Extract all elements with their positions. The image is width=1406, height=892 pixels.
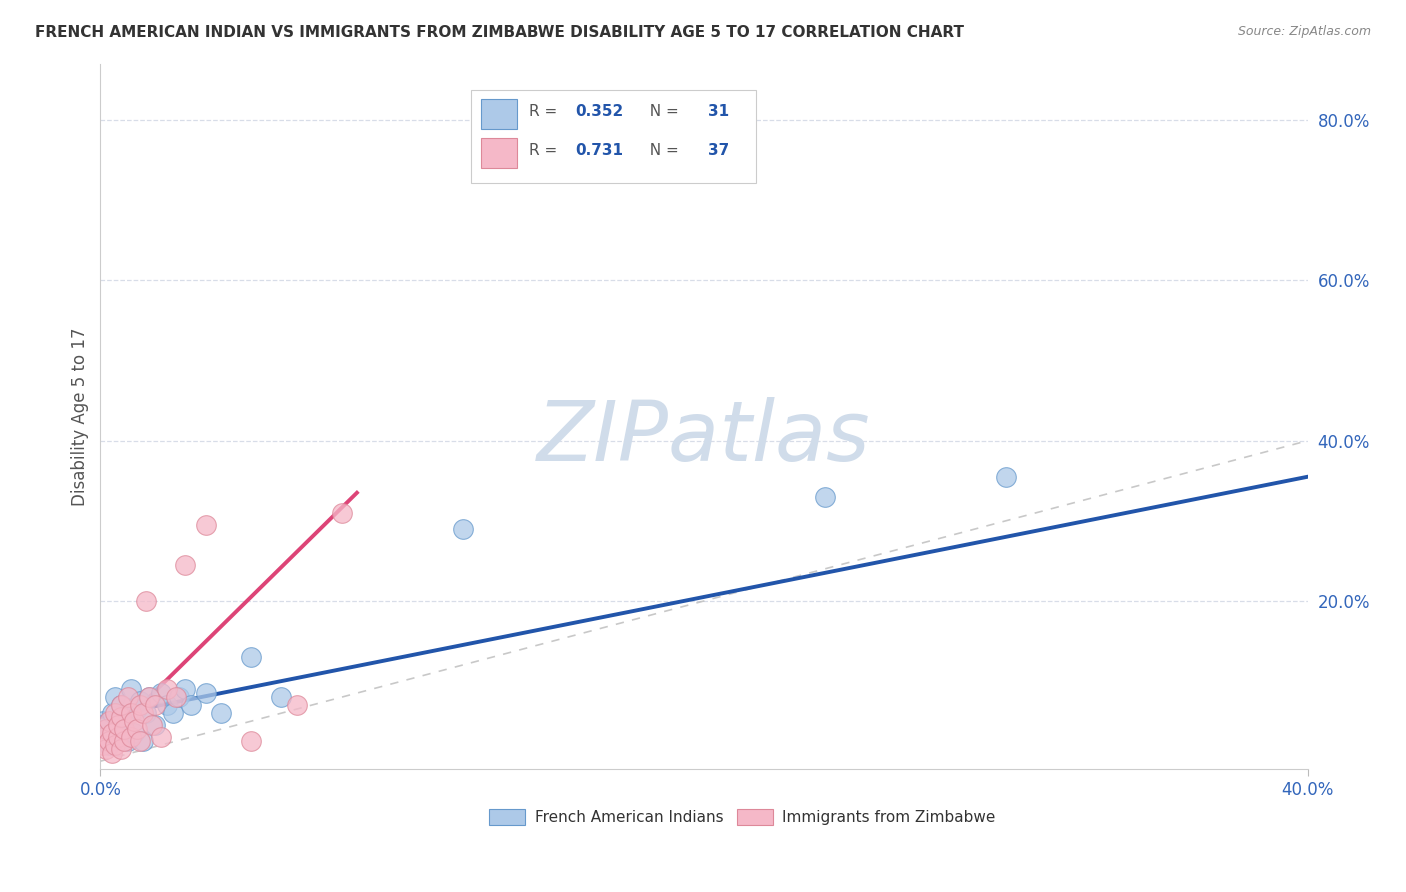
Point <box>107 718 129 732</box>
Point <box>107 718 129 732</box>
Point <box>98 714 121 728</box>
Bar <box>481 138 517 168</box>
Point <box>125 702 148 716</box>
Text: 31: 31 <box>707 103 728 119</box>
Text: Source: ZipAtlas.com: Source: ZipAtlas.com <box>1237 25 1371 38</box>
Point <box>120 730 142 744</box>
Point <box>451 522 474 536</box>
Point <box>156 682 179 697</box>
Point <box>110 710 132 724</box>
Y-axis label: Disability Age 5 to 17: Disability Age 5 to 17 <box>72 327 89 506</box>
Point <box>128 734 150 748</box>
Point <box>209 706 232 720</box>
Point <box>117 690 139 705</box>
Point <box>285 698 308 712</box>
Point <box>814 490 837 504</box>
Point <box>195 686 218 700</box>
Point <box>156 698 179 712</box>
Point <box>270 690 292 705</box>
Point <box>149 730 172 744</box>
Point <box>104 738 127 752</box>
Point <box>138 690 160 705</box>
Point <box>131 734 153 748</box>
Text: 37: 37 <box>707 144 728 158</box>
Bar <box>737 809 773 825</box>
Point <box>96 742 118 756</box>
Text: ZIPatlas: ZIPatlas <box>537 397 870 478</box>
Point <box>98 738 121 752</box>
Point <box>114 734 136 748</box>
Text: 0.731: 0.731 <box>575 144 623 158</box>
Point <box>135 706 157 720</box>
Point <box>117 734 139 748</box>
Bar <box>489 809 526 825</box>
Point <box>122 726 145 740</box>
Point <box>93 738 115 752</box>
Bar <box>481 99 517 129</box>
Text: FRENCH AMERICAN INDIAN VS IMMIGRANTS FROM ZIMBABWE DISABILITY AGE 5 TO 17 CORREL: FRENCH AMERICAN INDIAN VS IMMIGRANTS FRO… <box>35 25 965 40</box>
Point <box>98 734 121 748</box>
Text: R =: R = <box>529 103 562 119</box>
Point <box>120 682 142 697</box>
Text: Immigrants from Zimbabwe: Immigrants from Zimbabwe <box>783 810 995 825</box>
Point <box>120 706 142 720</box>
Point <box>104 706 127 720</box>
Point <box>173 682 195 697</box>
Point <box>101 706 124 720</box>
Point <box>240 734 263 748</box>
Point <box>110 698 132 712</box>
Point <box>143 698 166 712</box>
Point <box>149 686 172 700</box>
Point <box>110 742 132 756</box>
Text: R =: R = <box>529 144 562 158</box>
Point <box>162 706 184 720</box>
Point <box>104 730 127 744</box>
Text: 0.352: 0.352 <box>575 103 623 119</box>
Point <box>143 718 166 732</box>
Point <box>96 722 118 736</box>
Point <box>114 722 136 736</box>
Point <box>104 690 127 705</box>
Point <box>93 730 115 744</box>
Point <box>93 714 115 728</box>
Point <box>101 726 124 740</box>
Point <box>135 594 157 608</box>
Point <box>101 746 124 760</box>
Point <box>141 718 163 732</box>
Point <box>107 730 129 744</box>
Point <box>125 722 148 736</box>
Point <box>114 710 136 724</box>
Text: N =: N = <box>640 103 683 119</box>
Text: French American Indians: French American Indians <box>536 810 724 825</box>
Point <box>330 506 353 520</box>
Point <box>173 558 195 572</box>
Point <box>131 706 153 720</box>
Point <box>180 698 202 712</box>
FancyBboxPatch shape <box>471 90 756 183</box>
Point <box>128 694 150 708</box>
Point <box>122 714 145 728</box>
Point <box>96 722 118 736</box>
Point <box>167 690 190 705</box>
Point <box>240 650 263 665</box>
Point <box>138 690 160 705</box>
Point <box>994 469 1017 483</box>
Point <box>110 698 132 712</box>
Point <box>195 517 218 532</box>
Text: N =: N = <box>640 144 683 158</box>
Point <box>128 698 150 712</box>
Point <box>165 690 187 705</box>
